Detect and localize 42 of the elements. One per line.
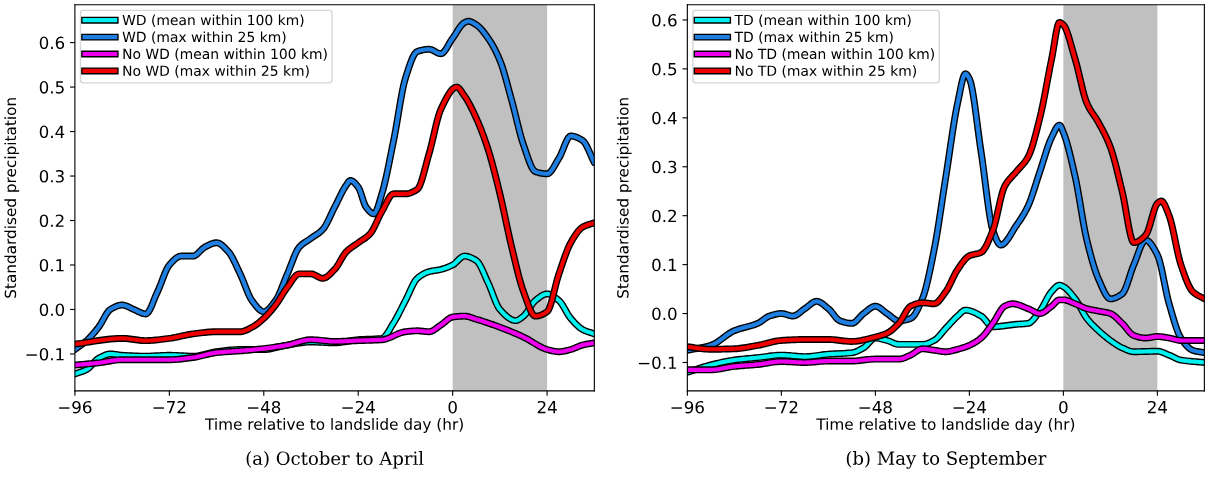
legend-label: No WD (mean within 100 km) xyxy=(123,48,327,61)
y-tick-label: 0.4 xyxy=(652,111,677,125)
x-axis-title: Time relative to landslide day (hr) xyxy=(816,418,1075,433)
legend-label: No TD (mean within 100 km) xyxy=(735,48,934,61)
y-tick-label: 0.3 xyxy=(39,169,64,183)
x-tick-label: −96 xyxy=(59,400,92,414)
y-axis-title: Standardised precipitation xyxy=(4,98,20,298)
x-tick-label: −48 xyxy=(859,400,892,414)
x-tick-label: 24 xyxy=(537,400,557,414)
x-tick-label: −24 xyxy=(342,400,375,414)
y-tick-label: 0.0 xyxy=(652,307,677,321)
x-tick-label: 24 xyxy=(1147,400,1168,414)
y-tick-label: −0.1 xyxy=(26,347,64,361)
legend-label: WD (mean within 100 km) xyxy=(122,14,304,27)
x-tick-label: −48 xyxy=(247,400,281,414)
y-tick-label: 0.3 xyxy=(652,160,677,174)
y-tick-label: 0.1 xyxy=(652,258,677,272)
x-axis-title: Time relative to landslide day (hr) xyxy=(205,418,463,433)
x-tick-label: −72 xyxy=(153,400,186,414)
y-tick-label: 0.6 xyxy=(39,36,65,50)
x-tick-label: −72 xyxy=(765,400,798,414)
y-tick-label: 0.5 xyxy=(39,81,64,94)
y-tick-label: −0.1 xyxy=(638,356,677,370)
y-tick-label: 0.2 xyxy=(39,214,64,228)
y-axis-title: Standardised precipitation xyxy=(616,98,632,298)
x-tick-label: 0 xyxy=(448,400,457,414)
y-tick-label: 0.0 xyxy=(39,303,65,317)
x-tick-label: −96 xyxy=(671,400,704,414)
y-tick-label: 0.1 xyxy=(39,258,64,272)
legend-label: No TD (max within 25 km) xyxy=(735,65,916,78)
legend-label: No WD (max within 25 km) xyxy=(123,65,309,78)
y-tick-label: 0.6 xyxy=(652,13,677,27)
legend-label: TD (max within 25 km) xyxy=(734,31,893,44)
text: (b) May to September xyxy=(846,450,1047,469)
text: (a) October to April xyxy=(246,451,424,469)
y-tick-label: 0.5 xyxy=(652,62,677,76)
y-tick-label: 0.2 xyxy=(652,209,676,223)
y-tick-label: 0.4 xyxy=(39,125,65,139)
x-tick-label: 0 xyxy=(1059,400,1068,414)
legend-label: TD (mean within 100 km) xyxy=(734,14,911,27)
legend-label: WD (max within 25 km) xyxy=(122,31,286,44)
x-tick-label: −24 xyxy=(953,400,987,414)
